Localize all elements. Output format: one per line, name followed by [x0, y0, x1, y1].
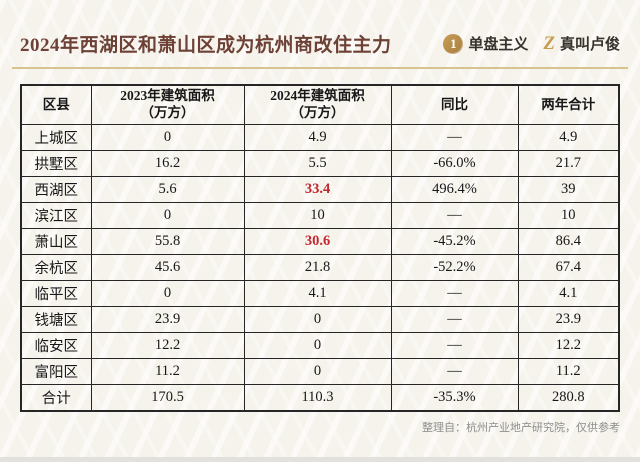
value-cell: -35.3% [390, 384, 519, 412]
infographic-card: 2024年西湖区和萧山区成为杭州商改住主力 1 单盘主义 Z 真叫卢俊 区县 2… [12, 30, 628, 434]
value-cell: 11.2 [517, 358, 620, 385]
source-note: 整理自：杭州产业地产研究院，仅供参考 [422, 422, 620, 434]
letter-z-icon: Z [543, 33, 555, 54]
value-cell: 16.2 [90, 150, 245, 177]
table-row: 富阳区 11.2 0—11.2 [20, 358, 620, 385]
value-cell: 33.4 [243, 176, 392, 203]
district-cell: 西湖区 [20, 176, 92, 203]
value-cell: 67.4 [517, 254, 620, 281]
value-cell: — [390, 124, 519, 151]
table-row: 上城区 0 4.9—4.9 [20, 124, 620, 151]
district-cell: 上城区 [20, 124, 92, 151]
value-cell: 5.6 [90, 176, 245, 203]
value-cell: — [390, 358, 519, 385]
bottom-edge-strip [0, 457, 640, 462]
table-header-row: 区县 2023年建筑面积 （万方） 2024年建筑面积 （万方） 同比 两年合计 [20, 84, 620, 125]
value-cell: 280.8 [517, 384, 620, 412]
table-row: 临安区 12.2 0—12.2 [20, 332, 620, 359]
value-cell: 21.7 [517, 150, 620, 177]
value-cell: 0 [90, 280, 245, 307]
logo-zhenjiaolujun-label: 真叫卢俊 [559, 36, 620, 53]
value-cell: 30.6 [243, 228, 392, 255]
number-one-circle-icon: 1 [443, 33, 464, 54]
value-cell: 170.5 [90, 384, 245, 412]
value-cell: 23.9 [90, 306, 245, 333]
value-cell: 21.8 [243, 254, 392, 281]
table-row: 拱墅区 16.2 5.5 -66.0% 21.7 [20, 150, 620, 177]
column-header-yoy: 同比 [390, 84, 519, 125]
table-row: 西湖区 5.6 33.4 496.4% 39 [20, 176, 620, 203]
value-cell: 0 [243, 358, 392, 385]
value-cell: 110.3 [243, 384, 392, 412]
column-header-2023-area: 2023年建筑面积 （万方） [90, 84, 245, 125]
column-header-two-year-total: 两年合计 [517, 84, 620, 125]
logo-danpanzhuyi: 1 单盘主义 [443, 33, 528, 54]
table-row: 萧山区 55.8 30.6 -45.2% 86.4 [20, 228, 620, 255]
value-cell: -45.2% [390, 228, 519, 255]
logo-danpanzhuyi-label: 单盘主义 [468, 36, 529, 53]
value-cell: 0 [243, 332, 392, 359]
district-cell: 拱墅区 [20, 150, 92, 177]
gold-divider [12, 67, 628, 69]
table-row: 余杭区 45.6 21.8 -52.2% 67.4 [20, 254, 620, 281]
value-cell: — [390, 306, 519, 333]
page-title: 2024年西湖区和萧山区成为杭州商改住主力 [20, 35, 392, 56]
value-cell: 5.5 [243, 150, 392, 177]
value-cell: 496.4% [390, 176, 519, 203]
table-header: 区县 2023年建筑面积 （万方） 2024年建筑面积 （万方） 同比 两年合计 [20, 84, 620, 125]
table-body: 上城区 0 4.9—4.9 拱墅区 16.2 5.5 -66.0% 21.7 西湖区 5.6 33.… [20, 124, 620, 412]
value-cell: 4.1 [517, 280, 620, 307]
value-cell: 0 [90, 124, 245, 151]
table-row: 滨江区 0 10—10 [20, 202, 620, 229]
value-cell: 23.9 [517, 306, 620, 333]
logo-zhenjiaolujun: Z 真叫卢俊 [543, 33, 620, 54]
table-row: 钱塘区 23.9 0—23.9 [20, 306, 620, 333]
value-cell: 11.2 [90, 358, 245, 385]
value-cell: 10 [243, 202, 392, 229]
value-cell: 10 [517, 202, 620, 229]
value-cell: 45.6 [90, 254, 245, 281]
table-row: 临平区 0 4.1—4.1 [20, 280, 620, 307]
value-cell: 0 [243, 306, 392, 333]
value-cell: 4.9 [243, 124, 392, 151]
column-header-district: 区县 [20, 84, 92, 125]
value-cell: 0 [90, 202, 245, 229]
district-cell: 合计 [20, 384, 92, 412]
value-cell: -52.2% [390, 254, 519, 281]
column-header-2024-area: 2024年建筑面积 （万方） [243, 84, 392, 125]
value-cell: 86.4 [517, 228, 620, 255]
district-cell: 滨江区 [20, 202, 92, 229]
value-cell: 12.2 [90, 332, 245, 359]
header-bar: 2024年西湖区和萧山区成为杭州商改住主力 1 单盘主义 Z 真叫卢俊 [18, 30, 622, 57]
value-cell: 39 [517, 176, 620, 203]
district-cell: 富阳区 [20, 358, 92, 385]
district-cell: 余杭区 [20, 254, 92, 281]
district-cell: 萧山区 [20, 228, 92, 255]
brand-logos: 1 单盘主义 Z 真叫卢俊 [443, 33, 620, 54]
value-cell: -66.0% [390, 150, 519, 177]
district-cell: 临平区 [20, 280, 92, 307]
value-cell: — [390, 332, 519, 359]
value-cell: 55.8 [90, 228, 245, 255]
table-total-row: 合计 170.5 110.3 -35.3% 280.8 [20, 384, 620, 412]
data-table: 区县 2023年建筑面积 （万方） 2024年建筑面积 （万方） 同比 两年合计… [20, 84, 620, 412]
value-cell: — [390, 202, 519, 229]
district-cell: 钱塘区 [20, 306, 92, 333]
district-cell: 临安区 [20, 332, 92, 359]
value-cell: — [390, 280, 519, 307]
value-cell: 4.9 [517, 124, 620, 151]
value-cell: 12.2 [517, 332, 620, 359]
value-cell: 4.1 [243, 280, 392, 307]
